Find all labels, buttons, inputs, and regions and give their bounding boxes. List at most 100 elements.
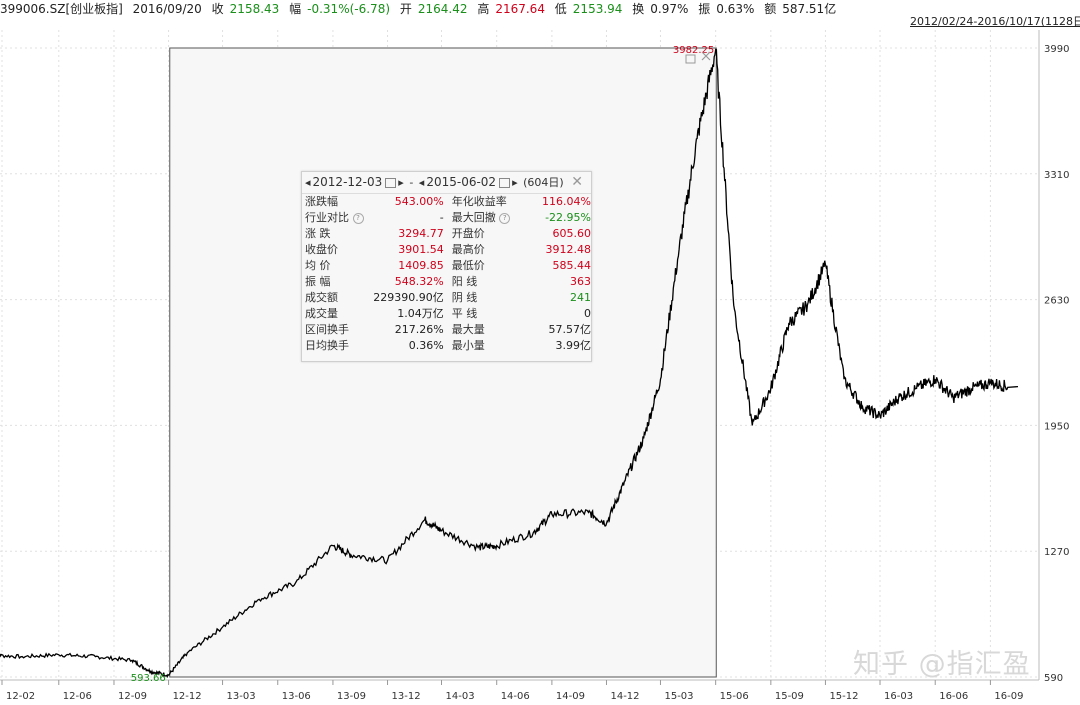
x-tick-label: 13-06 [282,691,311,702]
x-tick-label: 15-06 [720,691,749,702]
close-icon[interactable]: ✕ [571,174,583,190]
stat-label: 最大回撤 ? [450,210,516,226]
x-axis-ticks: 12-02 12-06 12-09 12-12 13-03 13-06 13-09 13-12… [1,680,1023,702]
amount-label: 额 [764,2,777,16]
stat-value: 57.57亿 [548,323,592,336]
amplitude-label: 振 [698,2,711,16]
stat-label: 区间换手 [305,323,349,336]
x-tick-label: 13-03 [227,691,256,702]
calendar-icon[interactable] [499,178,511,188]
turnover-value: 0.97% [650,2,689,16]
stat-value: 3901.54 [398,243,444,256]
amount-value: 587.51亿 [782,2,837,16]
stat-label: 均 价 [305,259,331,272]
x-tick-label: 15-03 [664,691,693,702]
next-end-icon[interactable]: ▸ [512,176,518,189]
start-date[interactable]: 2012-12-03 [312,175,383,189]
x-tick-label: 15-09 [775,691,804,702]
stat-label: 日均换手 [305,339,349,352]
close-icon[interactable] [701,51,711,61]
change-value: -0.31%(-6.78) [307,2,391,16]
stats-row: 行业对比 ? - 最大回撤 ? -22.95% [305,210,591,226]
stat-label: 最高价 [451,243,485,256]
x-tick-label: 12-12 [173,691,202,702]
x-tick-label: 12-02 [6,691,35,702]
selection-high-label: 3982.25 [673,45,714,56]
y-tick-label: 3990 [1044,44,1069,55]
end-date[interactable]: 2015-06-02 [426,175,497,189]
stat-value: 3294.77 [398,227,444,240]
high-label: 高 [477,2,490,16]
stat-value: 229390.90亿 [373,291,444,304]
stat-label: 最大量 [451,323,485,336]
selection-toolbar[interactable] [685,51,711,64]
prev-end-icon[interactable]: ◂ [418,176,425,189]
stat-value: 585.44 [552,259,592,272]
stats-row: 成交量 1.04万亿平 线 0 [305,306,591,322]
close-value: 2158.43 [229,2,280,16]
stat-label: 振 幅 [305,275,331,288]
stat-value: 116.04% [542,195,591,208]
index-code: 399006.SZ[创业板指] [0,2,123,16]
stat-label: 年化收益率 [451,195,507,208]
change-label: 幅 [289,2,302,16]
quote-header-bar: 399006.SZ[创业板指] 2016/09/20 收 2158.43 幅 -0.… [0,0,1080,18]
stat-label: 成交量 [305,307,338,320]
help-icon[interactable]: ? [499,212,511,224]
calendar-icon[interactable] [385,178,397,188]
x-tick-label: 12-06 [63,691,92,702]
x-tick-label: 14-03 [446,691,475,702]
x-tick-label: 15-12 [829,691,858,702]
stat-value: 605.60 [552,227,592,240]
x-tick-label: 16-03 [884,691,913,702]
range-dash: - [409,176,414,189]
stat-label: 行业对比 ? [305,210,367,226]
stat-value: 0.36% [408,339,444,352]
y-axis-ticks: 3990 3310 2630 1950 1270 590 [1044,44,1069,684]
x-tick-label: 16-06 [939,691,968,702]
stats-row: 日均换手 0.36% 最小量 3.99亿 [305,338,591,354]
stat-value: 543.00% [394,195,444,208]
stat-value: 217.26% [394,323,444,336]
stat-label: 阴 线 [451,291,478,304]
stats-row: 涨跌幅 543.00% 年化收益率 116.04% [305,194,591,210]
next-start-icon[interactable]: ▸ [398,176,404,189]
stats-row: 均 价 1409.85 最低价 585.44 [305,258,591,274]
stat-value: -22.95% [545,211,591,224]
stat-label: 阳 线 [451,275,478,288]
amplitude-value: 0.63% [716,2,755,16]
stat-label: 最低价 [451,259,485,272]
help-icon[interactable]: ? [352,212,364,224]
day-count: (604日) [523,176,564,189]
stat-value: 1409.85 [398,259,444,272]
x-tick-label: 14-12 [610,691,639,702]
maximize-icon[interactable] [685,54,696,64]
stat-label: 涨跌幅 [305,195,338,208]
y-tick-label: 1270 [1044,547,1069,558]
low-value: 2153.94 [572,2,623,16]
y-tick-label: 590 [1044,673,1063,684]
stats-row: 振 幅 548.32% 阳 线 363 [305,274,591,290]
interval-stats-header: ◂ 2012-12-03 ▸ - ◂ 2015-06-02 ▸ (604日) ✕ [302,172,591,194]
y-tick-label: 3310 [1044,170,1069,181]
stat-label: 涨 跌 [305,227,331,240]
stat-label: 平 线 [451,307,478,320]
x-tick-label: 14-09 [556,691,585,702]
x-tick-label: 14-06 [501,691,530,702]
stat-value: 3.99亿 [555,339,592,352]
stat-value: 3912.48 [545,243,592,256]
stat-label: 收盘价 [305,243,338,256]
prev-start-icon[interactable]: ◂ [305,176,311,189]
price-series-line [0,48,1019,679]
turnover-label: 换 [632,2,645,16]
selection-region[interactable] [169,47,717,678]
high-value: 2167.64 [495,2,545,16]
stat-value: 363 [570,275,591,288]
date-range-selector[interactable]: 2012/02/24-2016/10/17(1128日)▼ [910,15,1080,29]
stat-value: 241 [570,291,591,304]
open-value: 2164.42 [417,2,468,16]
stat-label: 最小量 [451,339,485,352]
selection-low-label: 593.66 [131,673,166,684]
stat-value: 1.04万亿 [397,307,444,320]
